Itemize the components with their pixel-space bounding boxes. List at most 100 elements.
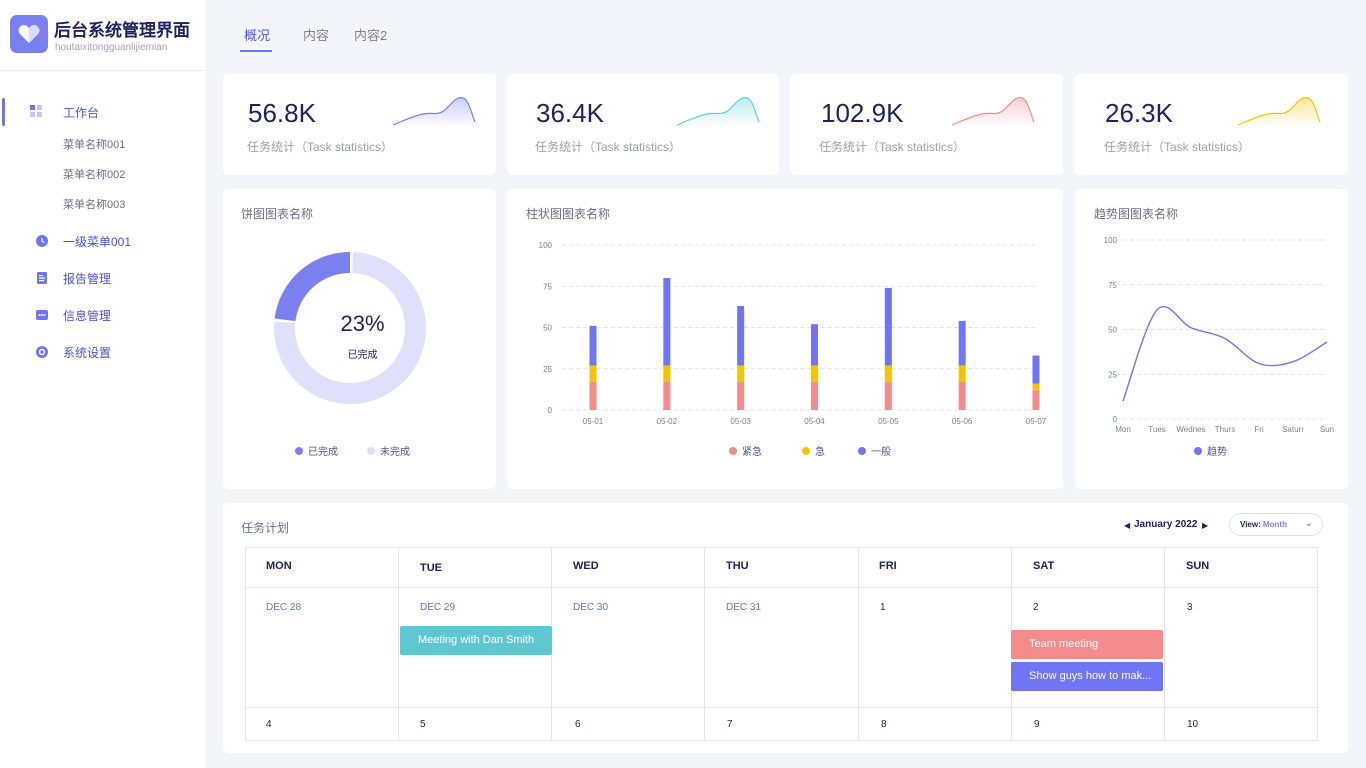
card-title: 任务计划 — [241, 521, 290, 535]
legend-dot — [729, 446, 737, 455]
bar-一般-05-03[interactable] — [737, 306, 745, 366]
stat-card: 26.3K 任务统计（Task statistics） — [1074, 74, 1348, 175]
app-logo[interactable]: 后台系统管理界面 houtaixitongguanlijiemian — [10, 14, 200, 56]
bar-紧急-05-01[interactable] — [589, 381, 597, 410]
date-cell[interactable]: 8 — [881, 719, 887, 730]
bar-急-05-04[interactable] — [811, 365, 818, 382]
date-cell[interactable]: 10 — [1187, 719, 1199, 730]
legend-label: 已完成 — [308, 447, 338, 458]
tab-content-2[interactable]: 内容2 — [354, 28, 388, 43]
stat-value: 36.4K — [536, 98, 604, 128]
grid-line — [704, 548, 705, 740]
day-header: THU — [726, 560, 749, 572]
bar-紧急-05-07[interactable] — [1032, 390, 1040, 410]
tab-overview[interactable]: 概况 — [244, 28, 271, 43]
bar-一般-05-04[interactable] — [811, 324, 818, 366]
bar-紧急-05-04[interactable] — [811, 381, 818, 410]
sidebar-subitem-002[interactable]: 菜单名称002 — [63, 169, 126, 181]
legend-dot — [802, 446, 810, 455]
event-team-meeting[interactable]: Team meeting — [1011, 630, 1163, 659]
clock-icon — [36, 235, 48, 247]
sidebar-item-reports[interactable]: 报告管理 — [0, 264, 206, 292]
sidebar-item-label: 报告管理 — [63, 272, 112, 286]
bar-急-05-02[interactable] — [663, 365, 671, 382]
date-cell[interactable]: DEC 31 — [726, 602, 762, 613]
document-icon — [37, 272, 47, 284]
bar-一般-05-05[interactable] — [884, 287, 892, 366]
day-header: SAT — [1033, 560, 1055, 572]
x-tick-label: 05-06 — [952, 417, 973, 426]
gear-icon — [36, 346, 48, 358]
pie-slice-已完成[interactable] — [274, 252, 350, 322]
date-cell[interactable]: DEC 30 — [573, 602, 609, 613]
day-header: TUE — [420, 562, 442, 574]
date-cell[interactable]: 6 — [575, 719, 581, 730]
y-tick-label: 25 — [1108, 370, 1117, 379]
bar-急-05-03[interactable] — [737, 365, 745, 382]
bar-紧急-05-03[interactable] — [737, 381, 745, 410]
stat-value: 102.9K — [821, 98, 904, 128]
legend-uncompleted: 未完成 — [367, 443, 410, 458]
card-title: 趋势图图表名称 — [1094, 207, 1179, 221]
view-select[interactable]: View: Month ⌄ — [1229, 513, 1323, 536]
tab-content[interactable]: 内容 — [303, 28, 330, 43]
view-prefix: View: — [1240, 520, 1261, 529]
date-cell[interactable]: 1 — [880, 602, 886, 613]
sidebar-item-workbench[interactable]: 工作台 — [0, 98, 206, 126]
date-cell[interactable]: 5 — [420, 719, 426, 730]
x-tick-label: 05-07 — [1026, 417, 1047, 426]
date-cell[interactable]: 9 — [1034, 719, 1040, 730]
stat-label: 任务统计（Task statistics） — [247, 140, 394, 154]
sidebar-item-settings[interactable]: 系统设置 — [0, 338, 206, 366]
legend-hurry: 急 — [802, 443, 825, 458]
legend-dot — [367, 446, 375, 455]
day-header: WED — [573, 560, 599, 572]
sidebar-divider — [0, 70, 207, 71]
message-icon — [36, 310, 48, 320]
sidebar-item-messages[interactable]: 信息管理 — [0, 301, 206, 329]
dashboard-icon — [30, 105, 42, 117]
heart-logo-icon — [10, 15, 48, 53]
date-cell[interactable]: 7 — [727, 719, 733, 730]
x-tick-label: Sun — [1320, 425, 1334, 434]
bar-急-05-07[interactable] — [1032, 383, 1040, 391]
legend-label: 紧急 — [742, 447, 762, 458]
bar-紧急-05-05[interactable] — [884, 381, 892, 410]
grid-line — [246, 707, 1317, 708]
date-cell[interactable]: DEC 28 — [266, 602, 302, 613]
sidebar-subitem-003[interactable]: 菜单名称003 — [63, 199, 126, 211]
bar-急-05-05[interactable] — [884, 365, 892, 382]
legend-label: 一般 — [871, 447, 891, 458]
stat-card: 56.8K 任务统计（Task statistics） — [223, 74, 496, 175]
date-cell[interactable]: 3 — [1187, 602, 1193, 613]
bar-紧急-05-06[interactable] — [958, 381, 966, 410]
bar-紧急-05-02[interactable] — [663, 381, 671, 410]
sidebar-item-menu001[interactable]: 一级菜单001 — [0, 227, 206, 255]
bar-一般-05-07[interactable] — [1032, 355, 1040, 384]
pie-percent: 23% — [340, 311, 385, 336]
prev-month-icon[interactable]: ◀ — [1124, 521, 1131, 530]
legend-dot — [295, 446, 303, 455]
sparkline — [951, 97, 1035, 126]
bar-急-05-06[interactable] — [958, 365, 966, 382]
donut-chart — [274, 252, 427, 404]
event-meeting-dan-smith[interactable]: Meeting with Dan Smith — [400, 626, 552, 655]
bar-一般-05-06[interactable] — [958, 320, 966, 366]
legend-completed: 已完成 — [295, 443, 338, 458]
event-show-guys[interactable]: Show guys how to mak... — [1011, 662, 1163, 691]
trend-line[interactable] — [1122, 306, 1328, 402]
grid-line — [1164, 548, 1165, 740]
stat-value: 26.3K — [1105, 98, 1173, 128]
next-month-icon[interactable]: ▶ — [1202, 521, 1209, 530]
sidebar-subitem-001[interactable]: 菜单名称001 — [63, 139, 126, 151]
date-cell[interactable]: 4 — [266, 719, 272, 730]
bar-一般-05-01[interactable] — [589, 325, 597, 366]
sparkline — [392, 97, 476, 126]
legend-label: 趋势 — [1207, 447, 1227, 458]
legend-dot — [858, 446, 866, 455]
bar-急-05-01[interactable] — [589, 365, 597, 382]
sidebar: 后台系统管理界面 houtaixitongguanlijiemian 工作台 菜… — [0, 0, 207, 768]
date-cell[interactable]: DEC 29 — [420, 602, 456, 613]
date-cell[interactable]: 2 — [1033, 602, 1039, 613]
bar-一般-05-02[interactable] — [663, 278, 671, 366]
